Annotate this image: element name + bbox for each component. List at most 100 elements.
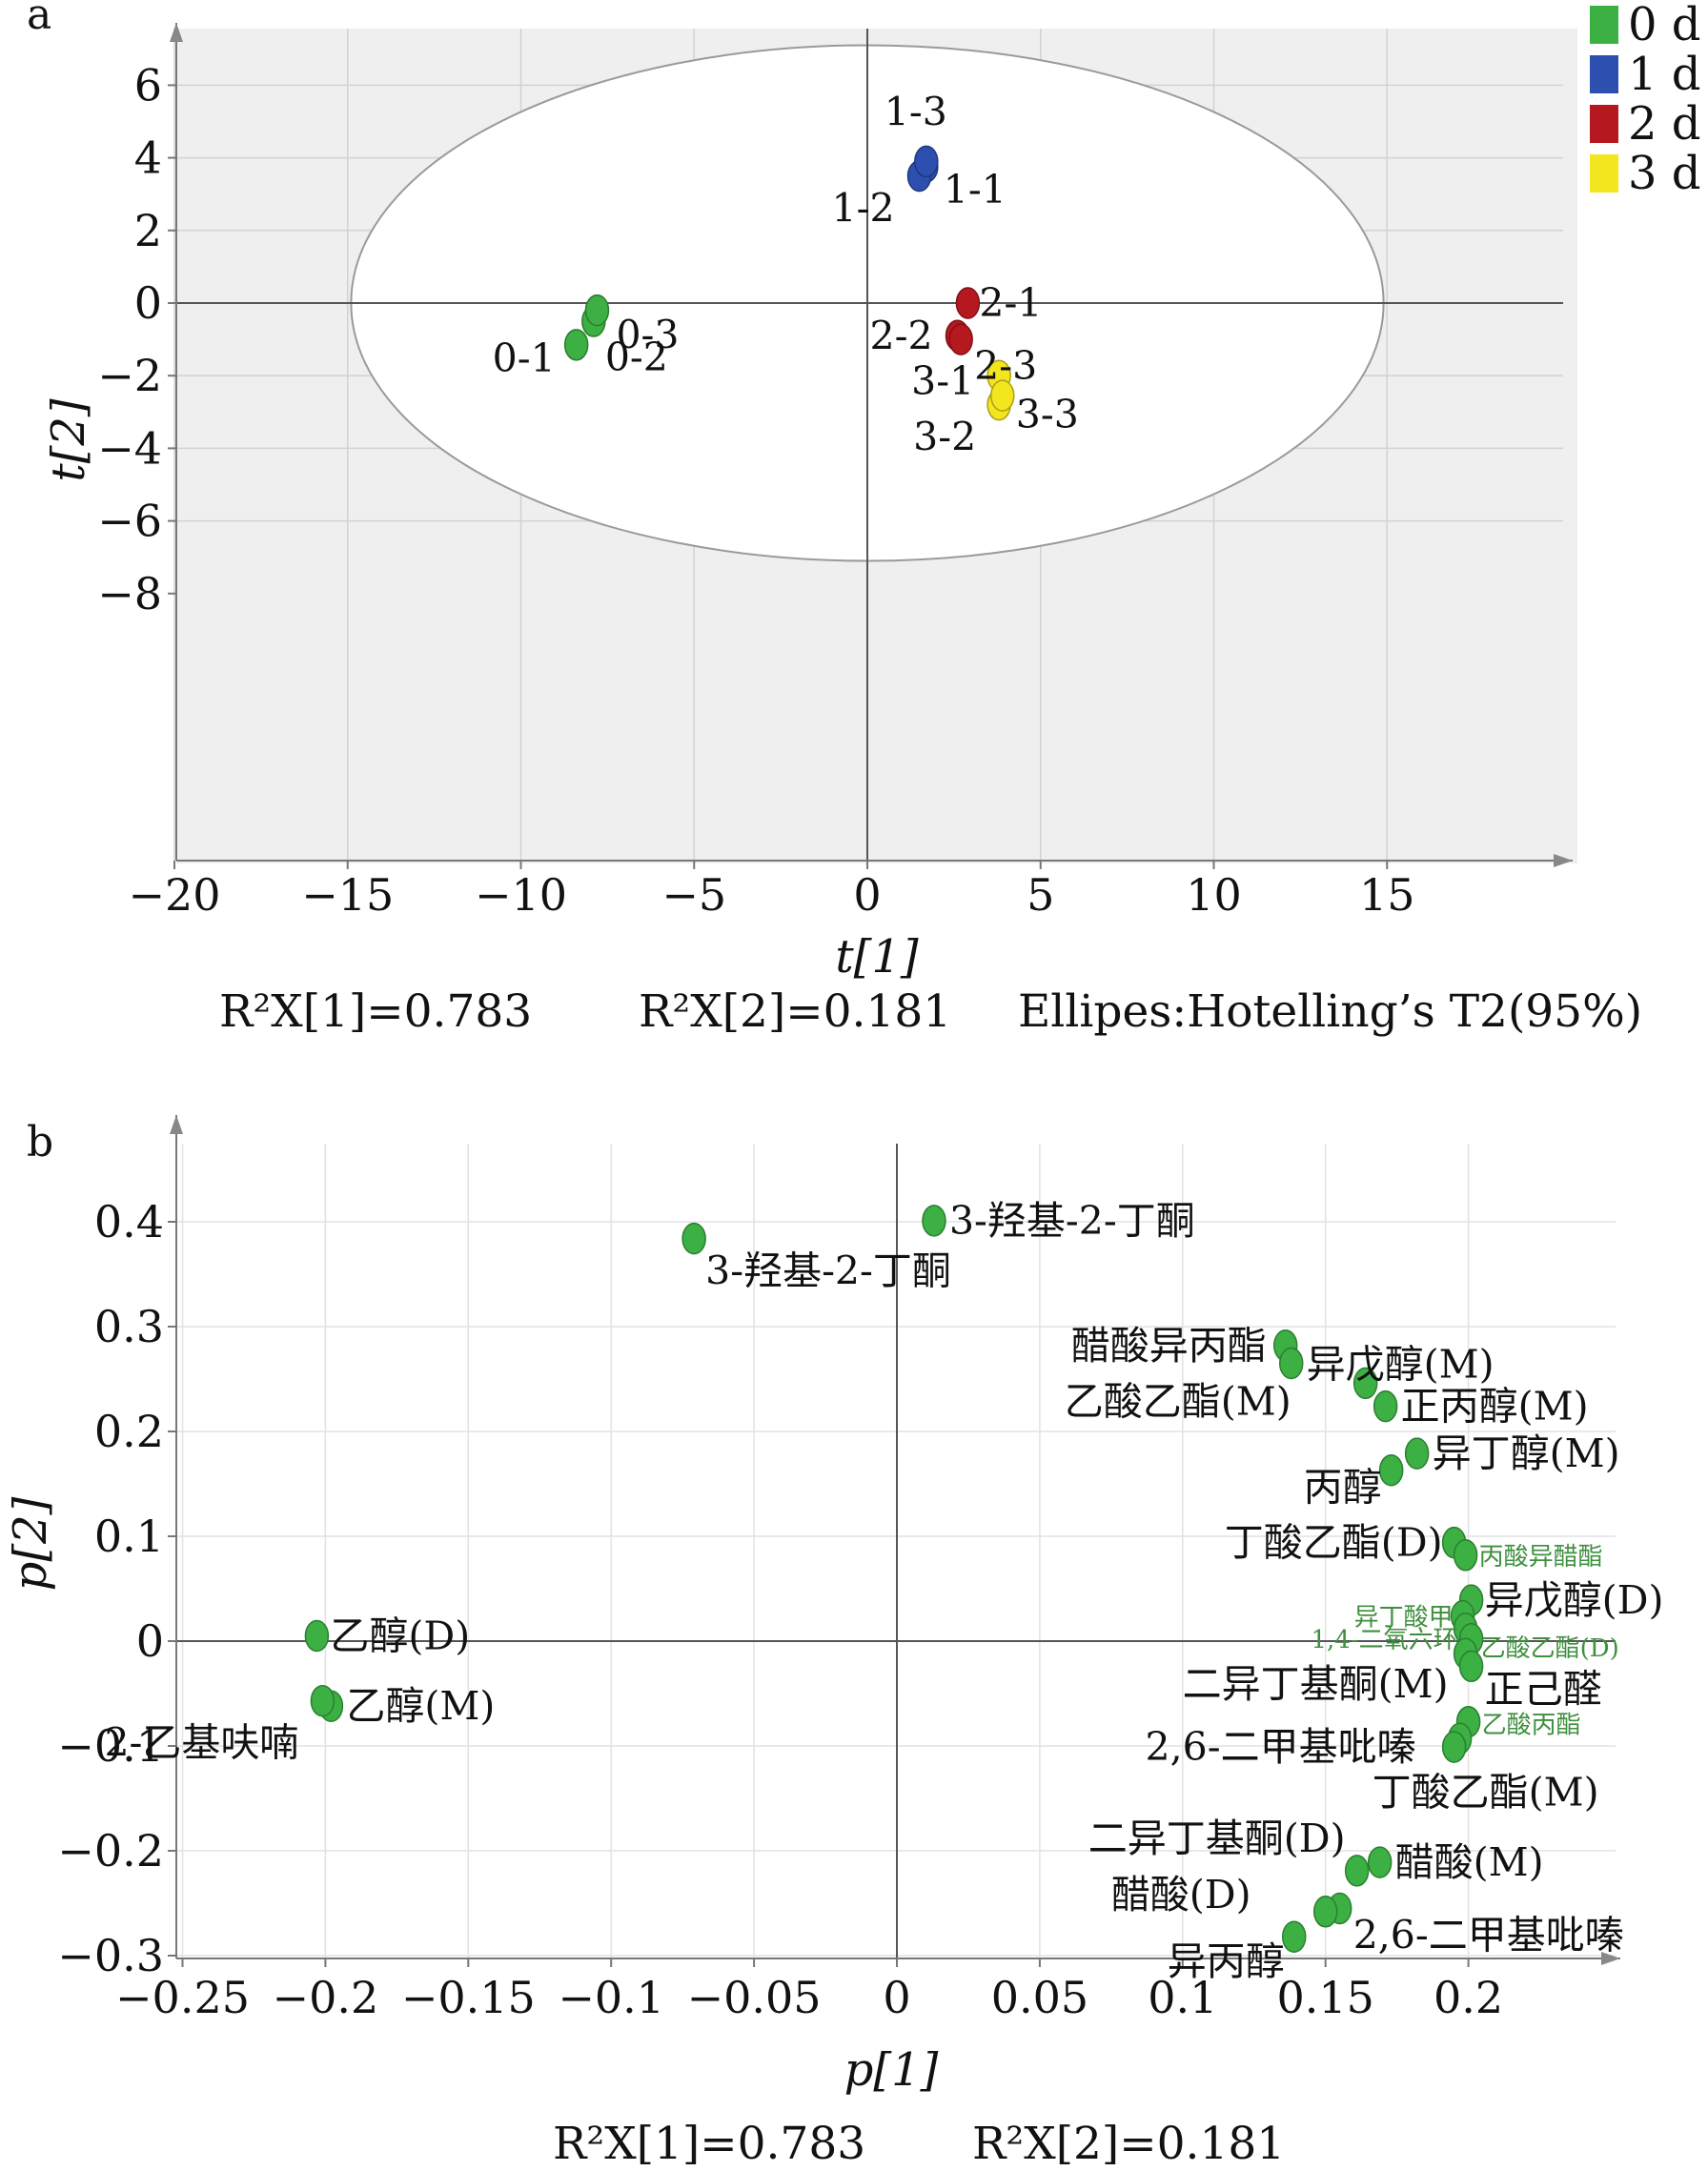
figure: a b −20−15−10−50510156420−2−4−6−8 0-10-2… <box>0 0 1708 2171</box>
point-label: 3-1 <box>911 358 974 404</box>
data-point <box>1280 1349 1303 1379</box>
x-tick-label: 0.15 <box>1276 1972 1373 2023</box>
data-point <box>1406 1438 1429 1469</box>
point-label: 2-3 <box>974 343 1037 389</box>
x-tick-label: 15 <box>1359 869 1415 921</box>
legend-swatch <box>1590 105 1618 143</box>
y-tick-label: 6 <box>134 59 162 111</box>
data-point <box>1460 1651 1483 1681</box>
point-label: 异丁醇(M) <box>1433 1430 1620 1476</box>
plot-b-r2x2: R²X[2]=0.181 <box>972 2118 1285 2170</box>
legend-label: 0 d <box>1628 0 1701 51</box>
point-label: 二异丁基酮(M) <box>1183 1661 1449 1707</box>
x-tick-label: −0.2 <box>273 1972 379 2023</box>
panel-a-letter: a <box>27 0 51 39</box>
x-tick-label: 0 <box>883 1972 910 2023</box>
y-tick-label: 4 <box>134 132 162 184</box>
point-label: 异丙醇 <box>1168 1938 1285 1984</box>
y-tick-label: 0 <box>136 1615 164 1667</box>
data-point <box>1314 1897 1337 1927</box>
data-point <box>585 295 608 326</box>
plot-a-legend: 0 d1 d2 d3 d <box>1590 0 1701 200</box>
point-label: 正丙醇(M) <box>1401 1384 1589 1430</box>
point-label: 3-2 <box>913 415 976 460</box>
plot-a-y-axis-label: t[2] <box>42 398 95 482</box>
point-label: 乙酸丙酯 <box>1482 1712 1581 1740</box>
point-label: 丁酸乙酯(M) <box>1372 1769 1599 1815</box>
x-tick-label: −0.1 <box>558 1972 664 2023</box>
plot-b-x-axis-label: p[1] <box>844 2043 939 2097</box>
point-label: 3-羟基-2-丁酮 <box>949 1198 1195 1244</box>
data-point <box>682 1224 705 1254</box>
plot-b-y-axis-label: p[2] <box>4 1496 57 1591</box>
data-point <box>1380 1455 1403 1486</box>
y-tick-label: 0 <box>134 277 162 329</box>
y-tick-label: 2 <box>134 205 162 256</box>
point-label: 醋酸(M) <box>1395 1839 1544 1885</box>
y-tick-label: 0.3 <box>94 1301 164 1352</box>
plot-a-x-axis-label: t[1] <box>835 930 919 984</box>
point-label: 2-乙基呋喃 <box>104 1720 298 1766</box>
point-label: 乙酸乙酯(M) <box>1065 1379 1291 1425</box>
data-point <box>949 324 972 355</box>
loading-plot-panel: −0.25−0.2−0.15−0.1−0.0500.050.10.150.20.… <box>4 1115 1663 2170</box>
point-label: 2-1 <box>979 280 1042 326</box>
data-point <box>311 1686 334 1716</box>
legend-swatch <box>1590 6 1618 44</box>
data-point <box>1443 1732 1466 1762</box>
point-label: 0-3 <box>616 313 679 358</box>
y-tick-label: −4 <box>97 422 162 474</box>
x-tick-label: 0.05 <box>991 1972 1088 2023</box>
data-point <box>923 1206 946 1236</box>
x-tick-label: 0.2 <box>1434 1972 1503 2023</box>
point-label: 2-2 <box>870 313 933 358</box>
point-label: 二异丁基酮(D) <box>1088 1816 1346 1861</box>
panel-b-letter: b <box>27 1118 53 1167</box>
legend-swatch <box>1590 55 1618 93</box>
point-label: 1-1 <box>944 167 1006 213</box>
plot-a-r2x2: R²X[2]=0.181 <box>639 985 951 1038</box>
y-tick-label: −0.2 <box>57 1825 164 1877</box>
point-label: 正己醛 <box>1485 1666 1602 1712</box>
point-label: 1-3 <box>884 89 947 134</box>
data-point <box>305 1621 328 1652</box>
data-point <box>1454 1540 1477 1571</box>
point-label: 丙醇 <box>1304 1465 1382 1511</box>
point-label: 异戊醇(M) <box>1307 1341 1494 1387</box>
data-point <box>956 288 979 318</box>
point-label: 乙醇(M) <box>346 1683 495 1729</box>
data-point <box>1374 1391 1397 1422</box>
y-tick-label: 0.2 <box>94 1406 164 1457</box>
y-tick-label: 0.4 <box>94 1196 164 1248</box>
y-tick-label: −2 <box>97 350 162 401</box>
data-point <box>1283 1921 1306 1952</box>
x-tick-label: −0.15 <box>401 1972 536 2023</box>
legend-swatch <box>1590 154 1618 193</box>
x-tick-label: 5 <box>1027 869 1054 921</box>
point-label: 0-1 <box>493 335 556 381</box>
point-label: 乙酸乙酯(D) <box>1481 1634 1619 1663</box>
data-point <box>1369 1847 1392 1877</box>
plot-a-r2x1: R²X[1]=0.783 <box>219 985 532 1038</box>
point-label: 丙酸异醋酯 <box>1479 1543 1603 1572</box>
legend-label: 2 d <box>1628 97 1701 151</box>
point-label: 3-羟基-2-丁酮 <box>705 1248 951 1294</box>
point-label: 2,6-二甲基吡嗪 <box>1353 1913 1624 1958</box>
point-label: 异戊醇(D) <box>1485 1577 1664 1623</box>
data-point <box>565 330 588 360</box>
y-axis-head <box>170 1115 183 1134</box>
legend-label: 1 d <box>1628 48 1701 101</box>
x-tick-label: −0.05 <box>687 1972 822 2023</box>
x-tick-label: −15 <box>301 869 394 921</box>
x-tick-label: −10 <box>475 869 567 921</box>
point-label: 丁酸乙酯(D) <box>1225 1520 1443 1566</box>
point-label: 乙醇(D) <box>330 1613 470 1659</box>
point-label: 醋酸(D) <box>1111 1872 1251 1917</box>
score-plot-panel: −20−15−10−50510156420−2−4−6−8 0-10-20-31… <box>42 0 1701 1038</box>
y-tick-label: −6 <box>97 496 162 547</box>
legend-label: 3 d <box>1628 147 1701 200</box>
plot-a-ellipse-note: Ellipes:Hotelling’s T2(95%) <box>1018 985 1642 1038</box>
x-tick-label: 0 <box>853 869 881 921</box>
y-tick-label: 0.1 <box>94 1511 164 1562</box>
point-label: 醋酸异丙酯 <box>1071 1323 1267 1369</box>
